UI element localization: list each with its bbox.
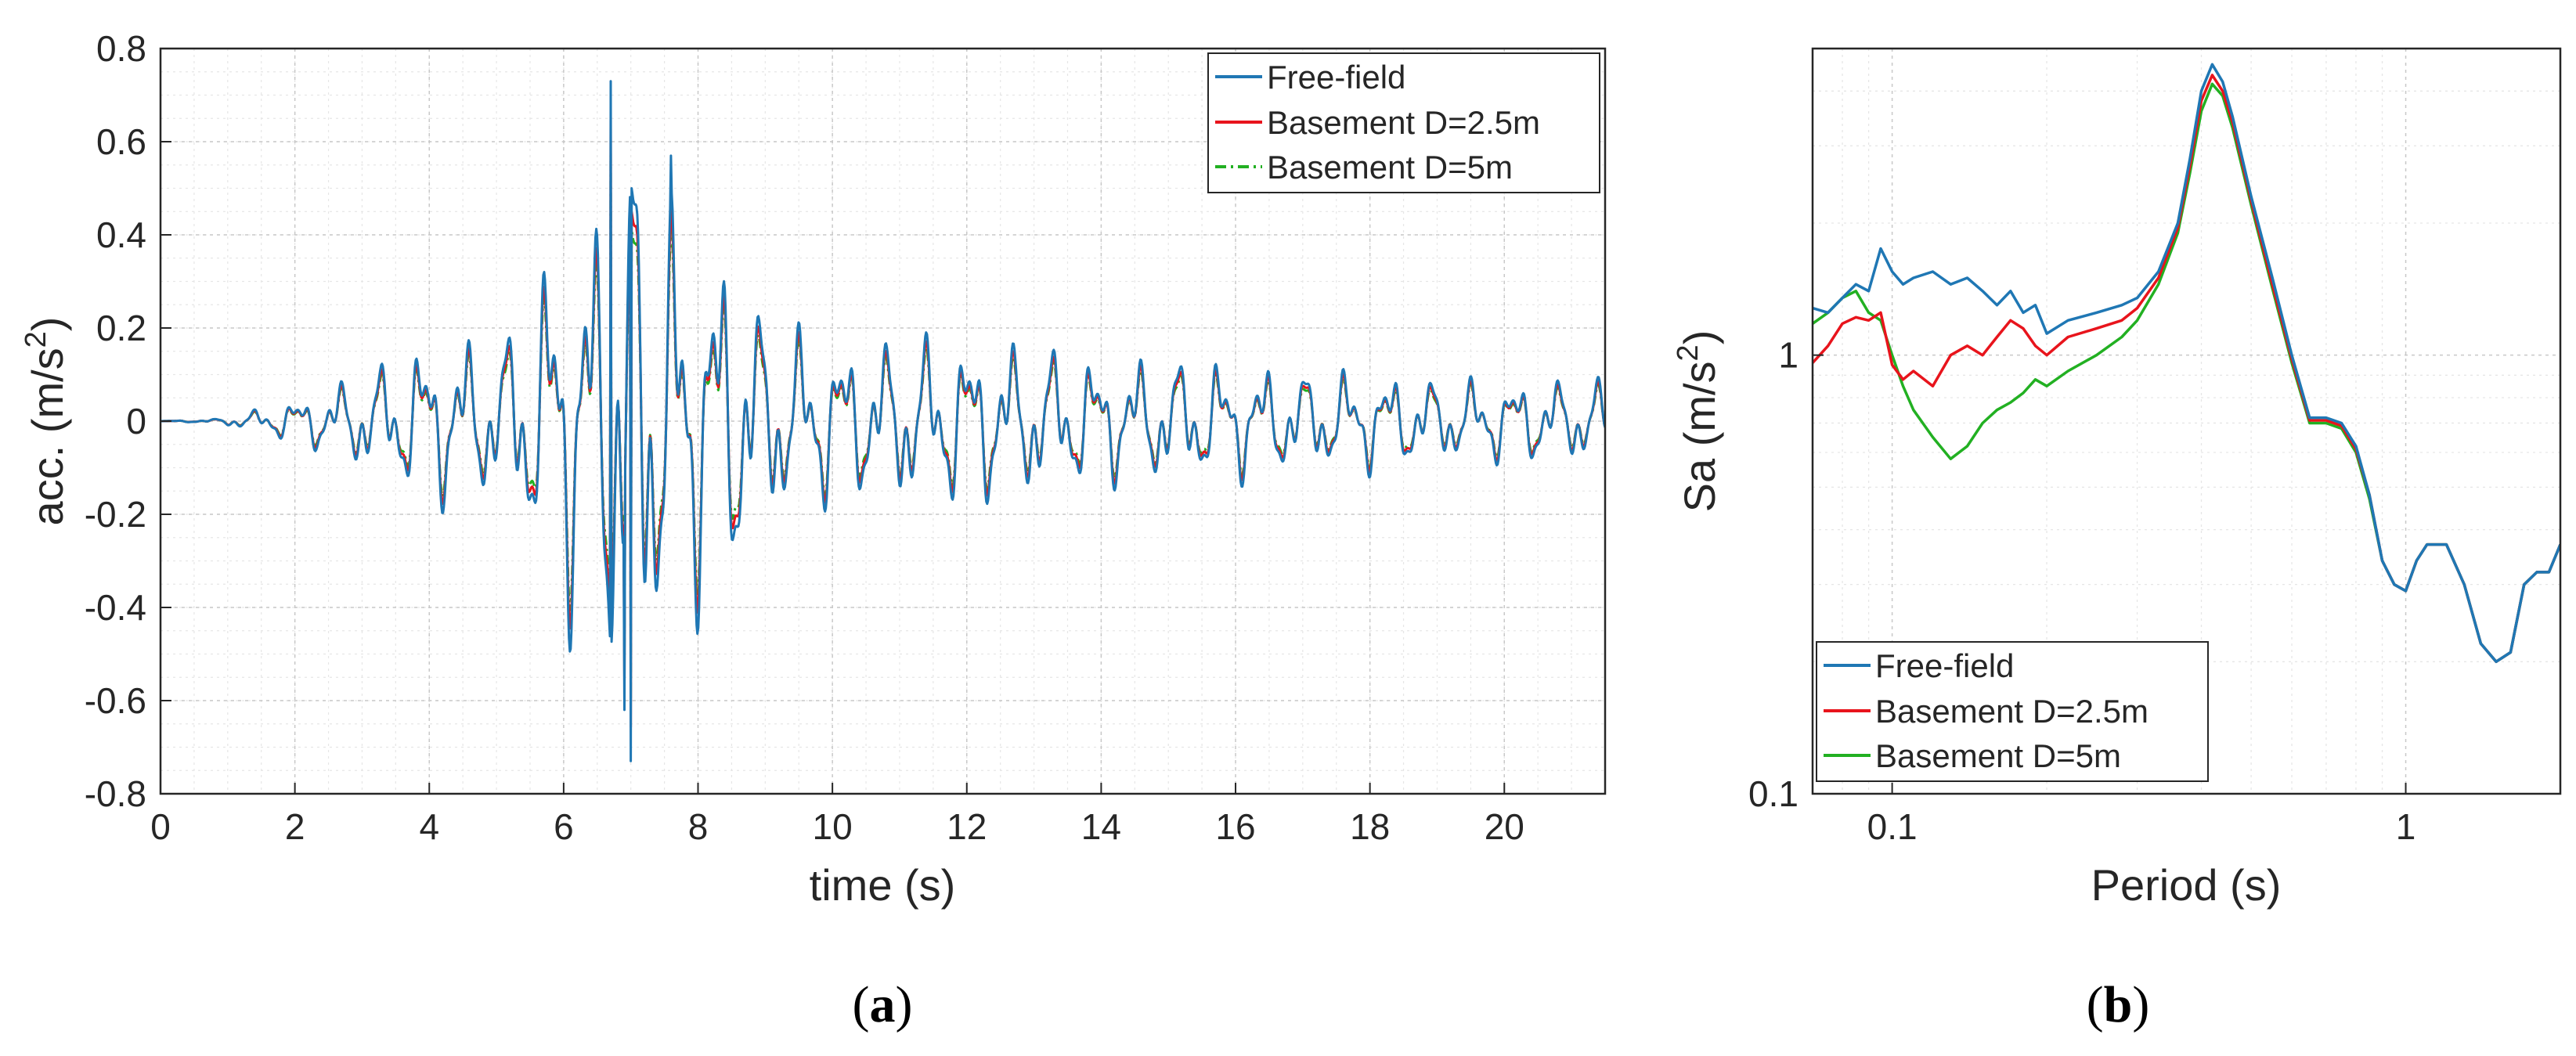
chart-a-x-tick-label: 10 <box>813 806 853 847</box>
chart-a-x-tick-label: 20 <box>1485 806 1524 847</box>
chart-a: 0 2 4 6 8 10 12 14 16 18 20 -0.8 -0.6 -0.4 -0.2 0 0.2 0.… <box>20 28 1607 910</box>
chart-a-x-tick-label: 14 <box>1081 806 1121 847</box>
chart-b-legend-label-free-field: Free-field <box>1875 647 2014 684</box>
chart-a-x-tick-label: 0 <box>150 806 171 847</box>
chart-a-series-line <box>161 80 1605 762</box>
chart-b-x-tick-label: 1 <box>2396 806 2416 847</box>
chart-b-x-axis-label: Period (s) <box>2091 860 2282 910</box>
chart-b-y-tick-label: 0.1 <box>1748 773 1799 814</box>
panel-label-a: (a) <box>853 976 913 1033</box>
chart-a-y-tick-label: -0.8 <box>85 773 146 814</box>
chart-a-y-ticks: -0.8 -0.6 -0.4 -0.2 0 0.2 0.4 0.6 0.8 <box>85 28 171 814</box>
chart-a-y-tick-label: -0.6 <box>85 680 146 721</box>
chart-a-legend-label-free-field: Free-field <box>1267 59 1405 96</box>
chart-a-x-tick-label: 4 <box>419 806 439 847</box>
chart-a-legend-label-basement-2-5m: Basement D=2.5m <box>1267 104 1540 141</box>
chart-a-x-axis-label: time (s) <box>810 860 956 910</box>
chart-b-x-tick-label: 0.1 <box>1867 806 1918 847</box>
chart-a-y-axis-label: acc. (m/s2) <box>20 317 72 526</box>
chart-b-legend-label-basement-2-5m: Basement D=2.5m <box>1875 693 2148 730</box>
chart-a-x-tick-label: 16 <box>1215 806 1255 847</box>
chart-b-y-axis-label: Sa (m/s2) <box>1672 330 1724 513</box>
chart-b-x-ticks: 0.1 1 <box>1867 783 2416 847</box>
chart-b-series <box>1813 63 2560 664</box>
panel-label-b: (b) <box>2087 976 2150 1033</box>
chart-a-y-tick-label: 0 <box>126 401 146 442</box>
chart-a-y-tick-label: 0.6 <box>96 121 146 162</box>
chart-a-series <box>161 80 1605 762</box>
chart-a-legend-box <box>1207 52 1600 193</box>
chart-b-axes-box <box>1811 47 2562 795</box>
chart-a-x-tick-label: 12 <box>947 806 987 847</box>
chart-a-y-tick-label: 0.4 <box>96 214 146 255</box>
chart-b-y-tick-label: 1 <box>1778 335 1799 376</box>
chart-a-y-tick-label: -0.4 <box>85 587 146 628</box>
chart-a-y-tick-label: -0.2 <box>85 494 146 535</box>
chart-b-y-ticks: 0.11 <box>1748 335 1824 814</box>
chart-a-x-tick-label: 6 <box>554 806 574 847</box>
chart-b-legend: Free-field Basement D=2.5m Basement D=5m <box>1816 641 2209 782</box>
chart-b-series-line <box>1813 63 2560 664</box>
chart-a-x-tick-label: 8 <box>688 806 709 847</box>
chart-a-y-tick-label: 0.8 <box>96 28 146 69</box>
chart-a-x-tick-label: 2 <box>285 806 305 847</box>
chart-a-x-ticks: 0 2 4 6 8 10 12 14 16 18 20 <box>150 783 1524 847</box>
chart-b: 0.1 1 0.11 Period (s) Sa (m/s2) Free-fiel… <box>1672 47 2562 910</box>
chart-a-legend: Free-field Basement D=2.5m Basement D=5m <box>1207 52 1600 193</box>
chart-b-legend-label-basement-5m: Basement D=5m <box>1875 737 2121 774</box>
chart-b-legend-box <box>1816 641 2209 782</box>
chart-a-x-tick-label: 18 <box>1350 806 1390 847</box>
chart-a-y-tick-label: 0.2 <box>96 308 146 348</box>
chart-a-legend-label-basement-5m: Basement D=5m <box>1267 149 1513 186</box>
